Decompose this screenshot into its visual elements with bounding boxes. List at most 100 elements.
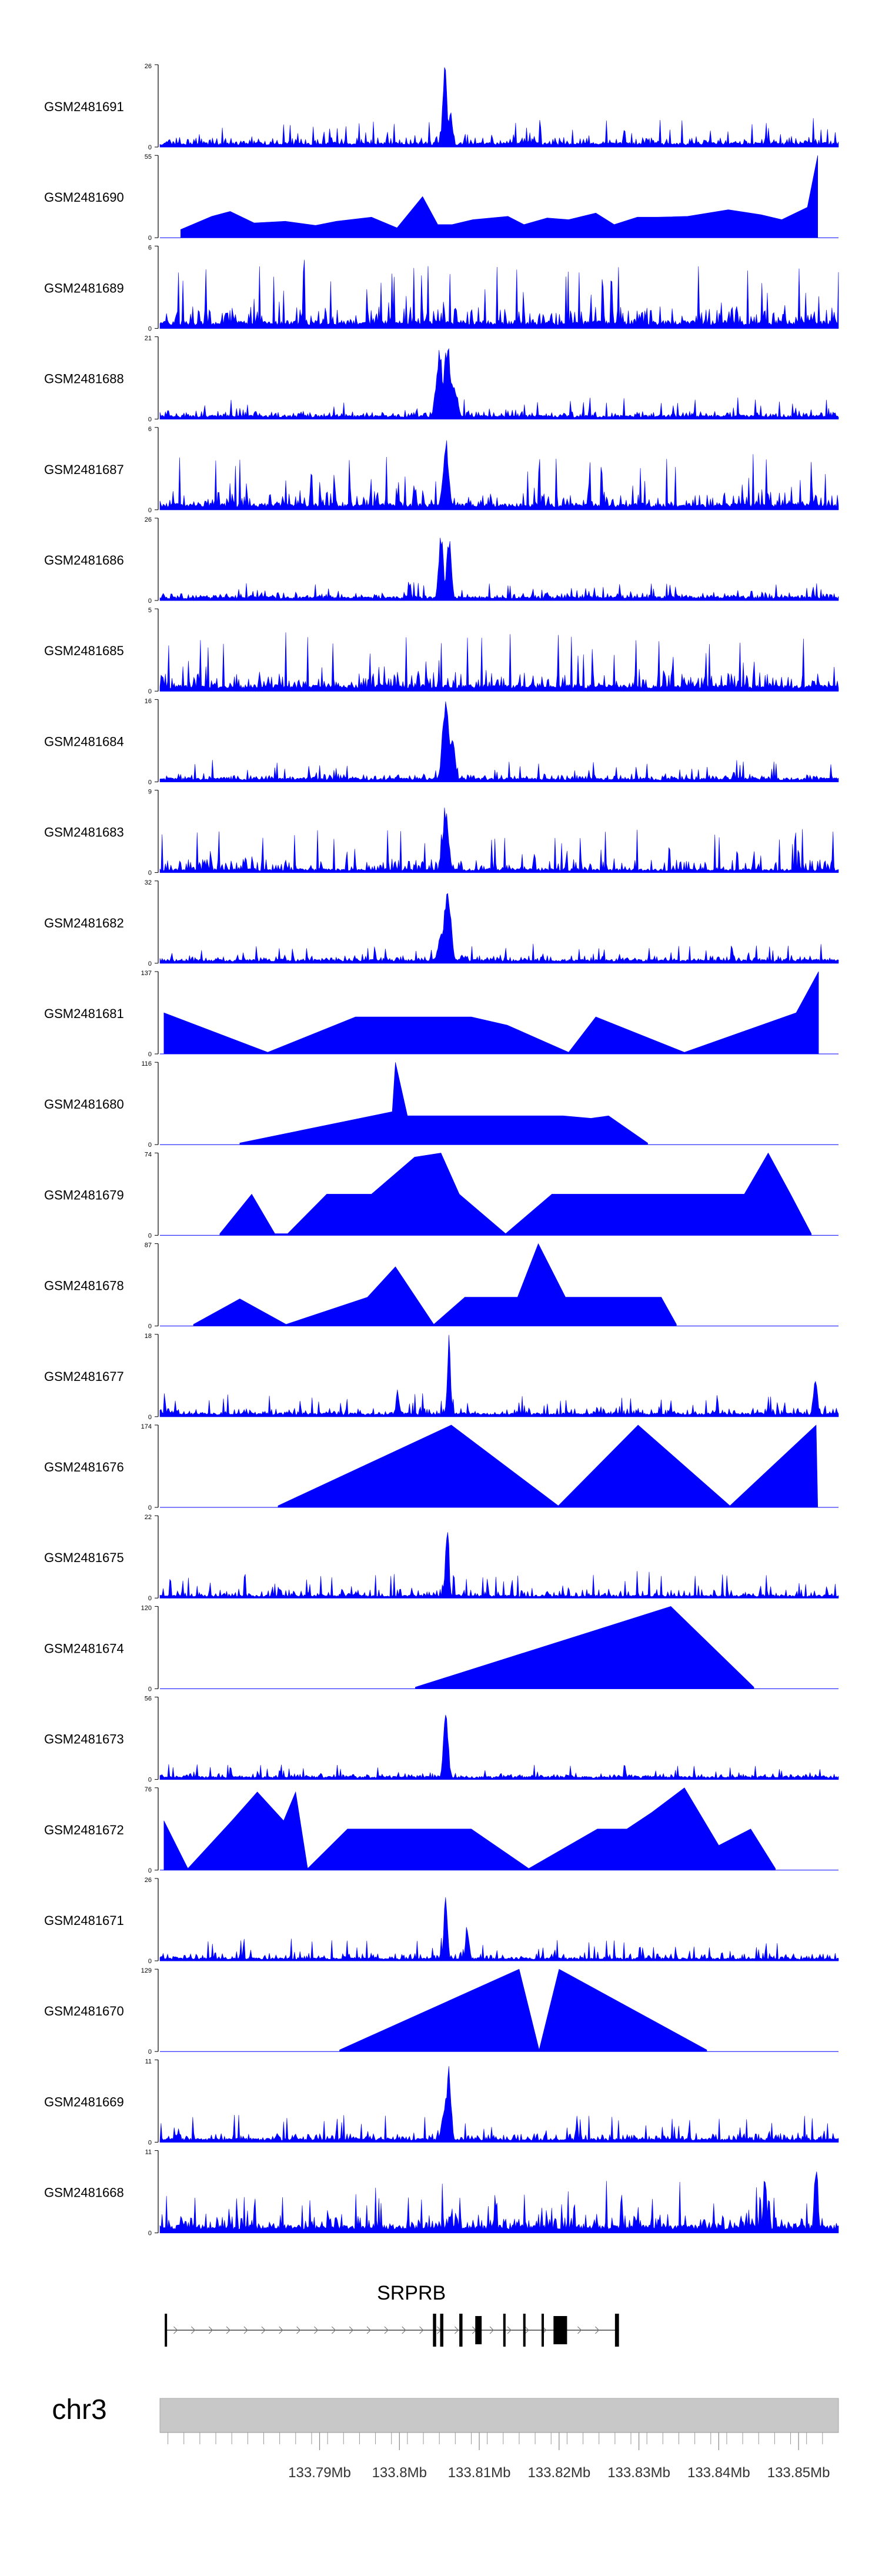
strand-arrow [349, 2326, 354, 2334]
track-GSM2481681: GSM2481681 137 0 [44, 970, 838, 1058]
track-GSM2481672: GSM2481672 76 0 [44, 1786, 838, 1874]
exon [553, 2316, 567, 2344]
track-label: GSM2481670 [44, 2004, 124, 2018]
coverage-area [159, 348, 839, 419]
track-GSM2481687: GSM2481687 6 0 [44, 426, 839, 514]
strand-arrow [577, 2326, 582, 2334]
track-GSM2481674: GSM2481674 120 0 [44, 1604, 838, 1693]
track-GSM2481684: GSM2481684 16 0 [44, 698, 839, 786]
track-label: GSM2481681 [44, 1006, 124, 1021]
y-tick-label-max: 56 [145, 1696, 152, 1703]
y-tick-label-max: 129 [141, 1967, 152, 1974]
coverage-area [159, 1897, 839, 1961]
track-label: GSM2481687 [44, 462, 124, 477]
strand-arrow [402, 2326, 406, 2334]
track-GSM2481669: GSM2481669 11 0 [44, 2058, 839, 2146]
coverage-area [159, 632, 839, 692]
track-label: GSM2481672 [44, 1823, 124, 1837]
y-tick-label-zero: 0 [148, 1142, 152, 1149]
y-tick-label-max: 26 [145, 63, 152, 70]
exon [523, 2314, 526, 2347]
y-tick-label-max: 174 [141, 1423, 152, 1430]
y-tick-label-zero: 0 [148, 1232, 152, 1239]
y-tick-label-max: 6 [148, 426, 152, 433]
x-tick-label: 133.81Mb [448, 2465, 511, 2481]
y-tick-label-max: 16 [145, 698, 152, 705]
y-tick-label-zero: 0 [148, 1686, 152, 1693]
strand-arrow [226, 2326, 230, 2334]
strand-arrow [208, 2326, 213, 2334]
y-tick-label-zero: 0 [148, 1414, 152, 1421]
strand-arrow [296, 2326, 301, 2334]
track-GSM2481671: GSM2481671 26 0 [44, 1877, 839, 1965]
y-tick-label-zero: 0 [148, 2230, 152, 2237]
exon [433, 2314, 436, 2347]
coverage-area [415, 1606, 754, 1689]
y-tick-label-zero: 0 [148, 779, 152, 786]
y-tick-label-max: 26 [145, 516, 152, 523]
strand-arrow [524, 2326, 529, 2334]
track-label: GSM2481690 [44, 190, 124, 205]
coverage-area [163, 971, 819, 1055]
track-label: GSM2481669 [44, 2094, 124, 2109]
strand-arrow [261, 2326, 266, 2334]
gene-model-track: SRPRB [165, 2282, 619, 2347]
coverage-tracks: GSM2481691260GSM2481690550GSM248168960GS… [44, 63, 839, 2237]
track-label: GSM2481686 [44, 553, 124, 568]
exon [165, 2314, 168, 2347]
chromosome-axis-track: chr3 133.79Mb 133.8Mb 133.81Mb 133.82Mb 133.… [52, 2394, 839, 2481]
coverage-area [193, 1243, 677, 1326]
track-GSM2481682: GSM2481682 32 0 [44, 879, 839, 967]
track-GSM2481675: GSM2481675 22 0 [44, 1514, 839, 1602]
coverage-area [159, 259, 839, 329]
chromosome-label: chr3 [52, 2394, 106, 2425]
track-label: GSM2481676 [44, 1460, 124, 1474]
y-tick-label-zero: 0 [148, 416, 152, 423]
y-tick-label-zero: 0 [148, 1777, 152, 1784]
strand-arrow [331, 2326, 336, 2334]
y-tick-label-max: 32 [145, 879, 152, 886]
track-GSM2481676: GSM2481676 174 0 [44, 1423, 838, 1511]
track-GSM2481673: GSM2481673 56 0 [44, 1696, 839, 1784]
track-GSM2481685: GSM2481685 5 0 [44, 607, 839, 695]
coverage-area [278, 1424, 818, 1508]
coverage-area [159, 538, 839, 601]
track-GSM2481691: GSM2481691 26 0 [44, 63, 839, 151]
track-label: GSM2481668 [44, 2185, 124, 2200]
track-GSM2481677: GSM2481677 18 0 [44, 1333, 839, 1421]
x-tick-label: 133.83Mb [607, 2465, 670, 2481]
track-label: GSM2481671 [44, 1913, 124, 1928]
y-tick-label-max: 26 [145, 1877, 152, 1884]
strand-arrow [594, 2326, 600, 2334]
y-tick-label-max: 5 [148, 607, 152, 614]
coverage-area [159, 440, 839, 510]
track-label: GSM2481683 [44, 825, 124, 840]
exon [614, 2314, 619, 2347]
y-tick-label-max: 9 [148, 789, 152, 796]
coverage-area [180, 155, 818, 238]
strand-arrow [173, 2326, 178, 2334]
exon [541, 2314, 544, 2347]
coverage-area [159, 1714, 839, 1780]
y-tick-label-zero: 0 [148, 598, 152, 605]
exon [503, 2314, 506, 2347]
coverage-area [339, 1968, 707, 2052]
y-tick-label-zero: 0 [148, 2139, 152, 2146]
track-label: GSM2481675 [44, 1550, 124, 1565]
x-tick-label: 133.85Mb [767, 2465, 830, 2481]
exon [475, 2316, 482, 2344]
strand-arrow [279, 2326, 283, 2334]
coverage-area [159, 67, 839, 148]
track-GSM2481668: GSM2481668 11 0 [44, 2149, 839, 2237]
y-tick-label-max: 21 [145, 335, 152, 342]
track-label: GSM2481673 [44, 1732, 124, 1747]
y-tick-label-max: 74 [145, 1151, 152, 1158]
track-label: GSM2481685 [44, 643, 124, 658]
y-tick-label-max: 6 [148, 244, 152, 251]
chromosome-band [159, 2398, 839, 2433]
y-tick-label-max: 76 [145, 1786, 152, 1793]
y-tick-label-zero: 0 [148, 1504, 152, 1511]
track-label: GSM2481689 [44, 281, 124, 295]
y-tick-label-zero: 0 [148, 2048, 152, 2056]
